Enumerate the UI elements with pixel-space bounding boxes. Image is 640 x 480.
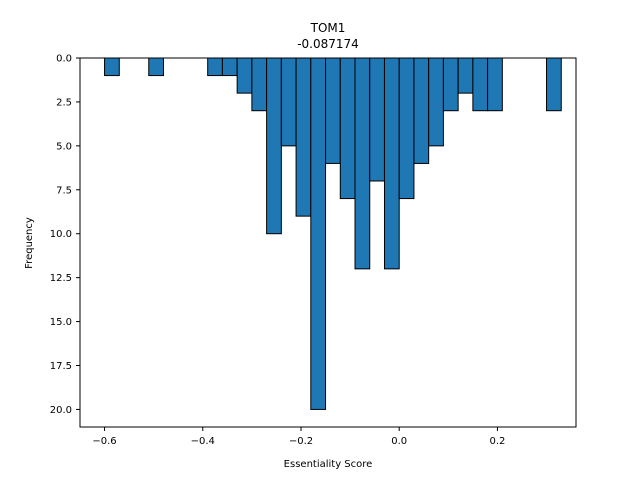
x-tick-label: −0.4: [191, 436, 215, 447]
x-axis-label: Essentiality Score: [284, 459, 373, 470]
y-tick-label: 17.5: [50, 361, 72, 372]
y-tick-label: 12.5: [50, 273, 72, 284]
histogram-bar: [442, 57, 459, 112]
histogram-bar: [207, 57, 223, 77]
histogram-bar: [251, 57, 268, 112]
histogram-bar: [472, 57, 489, 112]
histogram-bar: [457, 57, 474, 94]
y-tick-label: 0.0: [56, 54, 72, 65]
histogram-bar: [236, 57, 253, 94]
x-tick-label: 0.0: [391, 436, 407, 447]
y-tick-label: 7.5: [56, 185, 72, 196]
histogram-bar: [369, 57, 385, 182]
y-tick-label: 5.0: [56, 141, 72, 152]
histogram-bar: [354, 57, 371, 270]
x-tick-label: −0.6: [92, 436, 116, 447]
histogram-bar: [266, 57, 282, 235]
y-tick-label: 15.0: [50, 317, 72, 328]
y-axis-label: Frequency: [24, 217, 35, 269]
histogram-bar: [310, 57, 327, 410]
histogram-bar: [546, 57, 562, 112]
histogram-bar: [295, 57, 312, 217]
histogram-bar: [221, 57, 238, 77]
y-tick-label: 2.5: [56, 97, 72, 108]
histogram-bar: [487, 57, 503, 112]
chart-title: TOM1: [310, 21, 346, 35]
y-axis: 0.0 2.5 5.0 7.5 10.0 12.5 15.0 17.5 20.0: [50, 54, 80, 416]
histogram-bar: [413, 57, 430, 164]
y-tick-label: 20.0: [50, 405, 72, 416]
x-tick-label: 0.2: [489, 436, 505, 447]
histogram-bar: [398, 57, 415, 200]
bars-group: [104, 57, 562, 410]
histogram-bar: [325, 57, 341, 164]
histogram-bar: [428, 57, 444, 147]
histogram-bar: [383, 57, 400, 270]
histogram-bar: [339, 57, 356, 200]
histogram-bar: [280, 57, 297, 147]
plot-area-frame: [79, 57, 577, 428]
x-tick-label: −0.2: [289, 436, 313, 447]
x-axis: −0.6 −0.4 −0.2 0.0 0.2: [92, 427, 505, 447]
chart-subtitle: -0.087174: [297, 37, 359, 51]
histogram-bar: [148, 57, 164, 77]
y-tick-label: 10.0: [50, 229, 72, 240]
histogram-bar: [104, 57, 120, 77]
